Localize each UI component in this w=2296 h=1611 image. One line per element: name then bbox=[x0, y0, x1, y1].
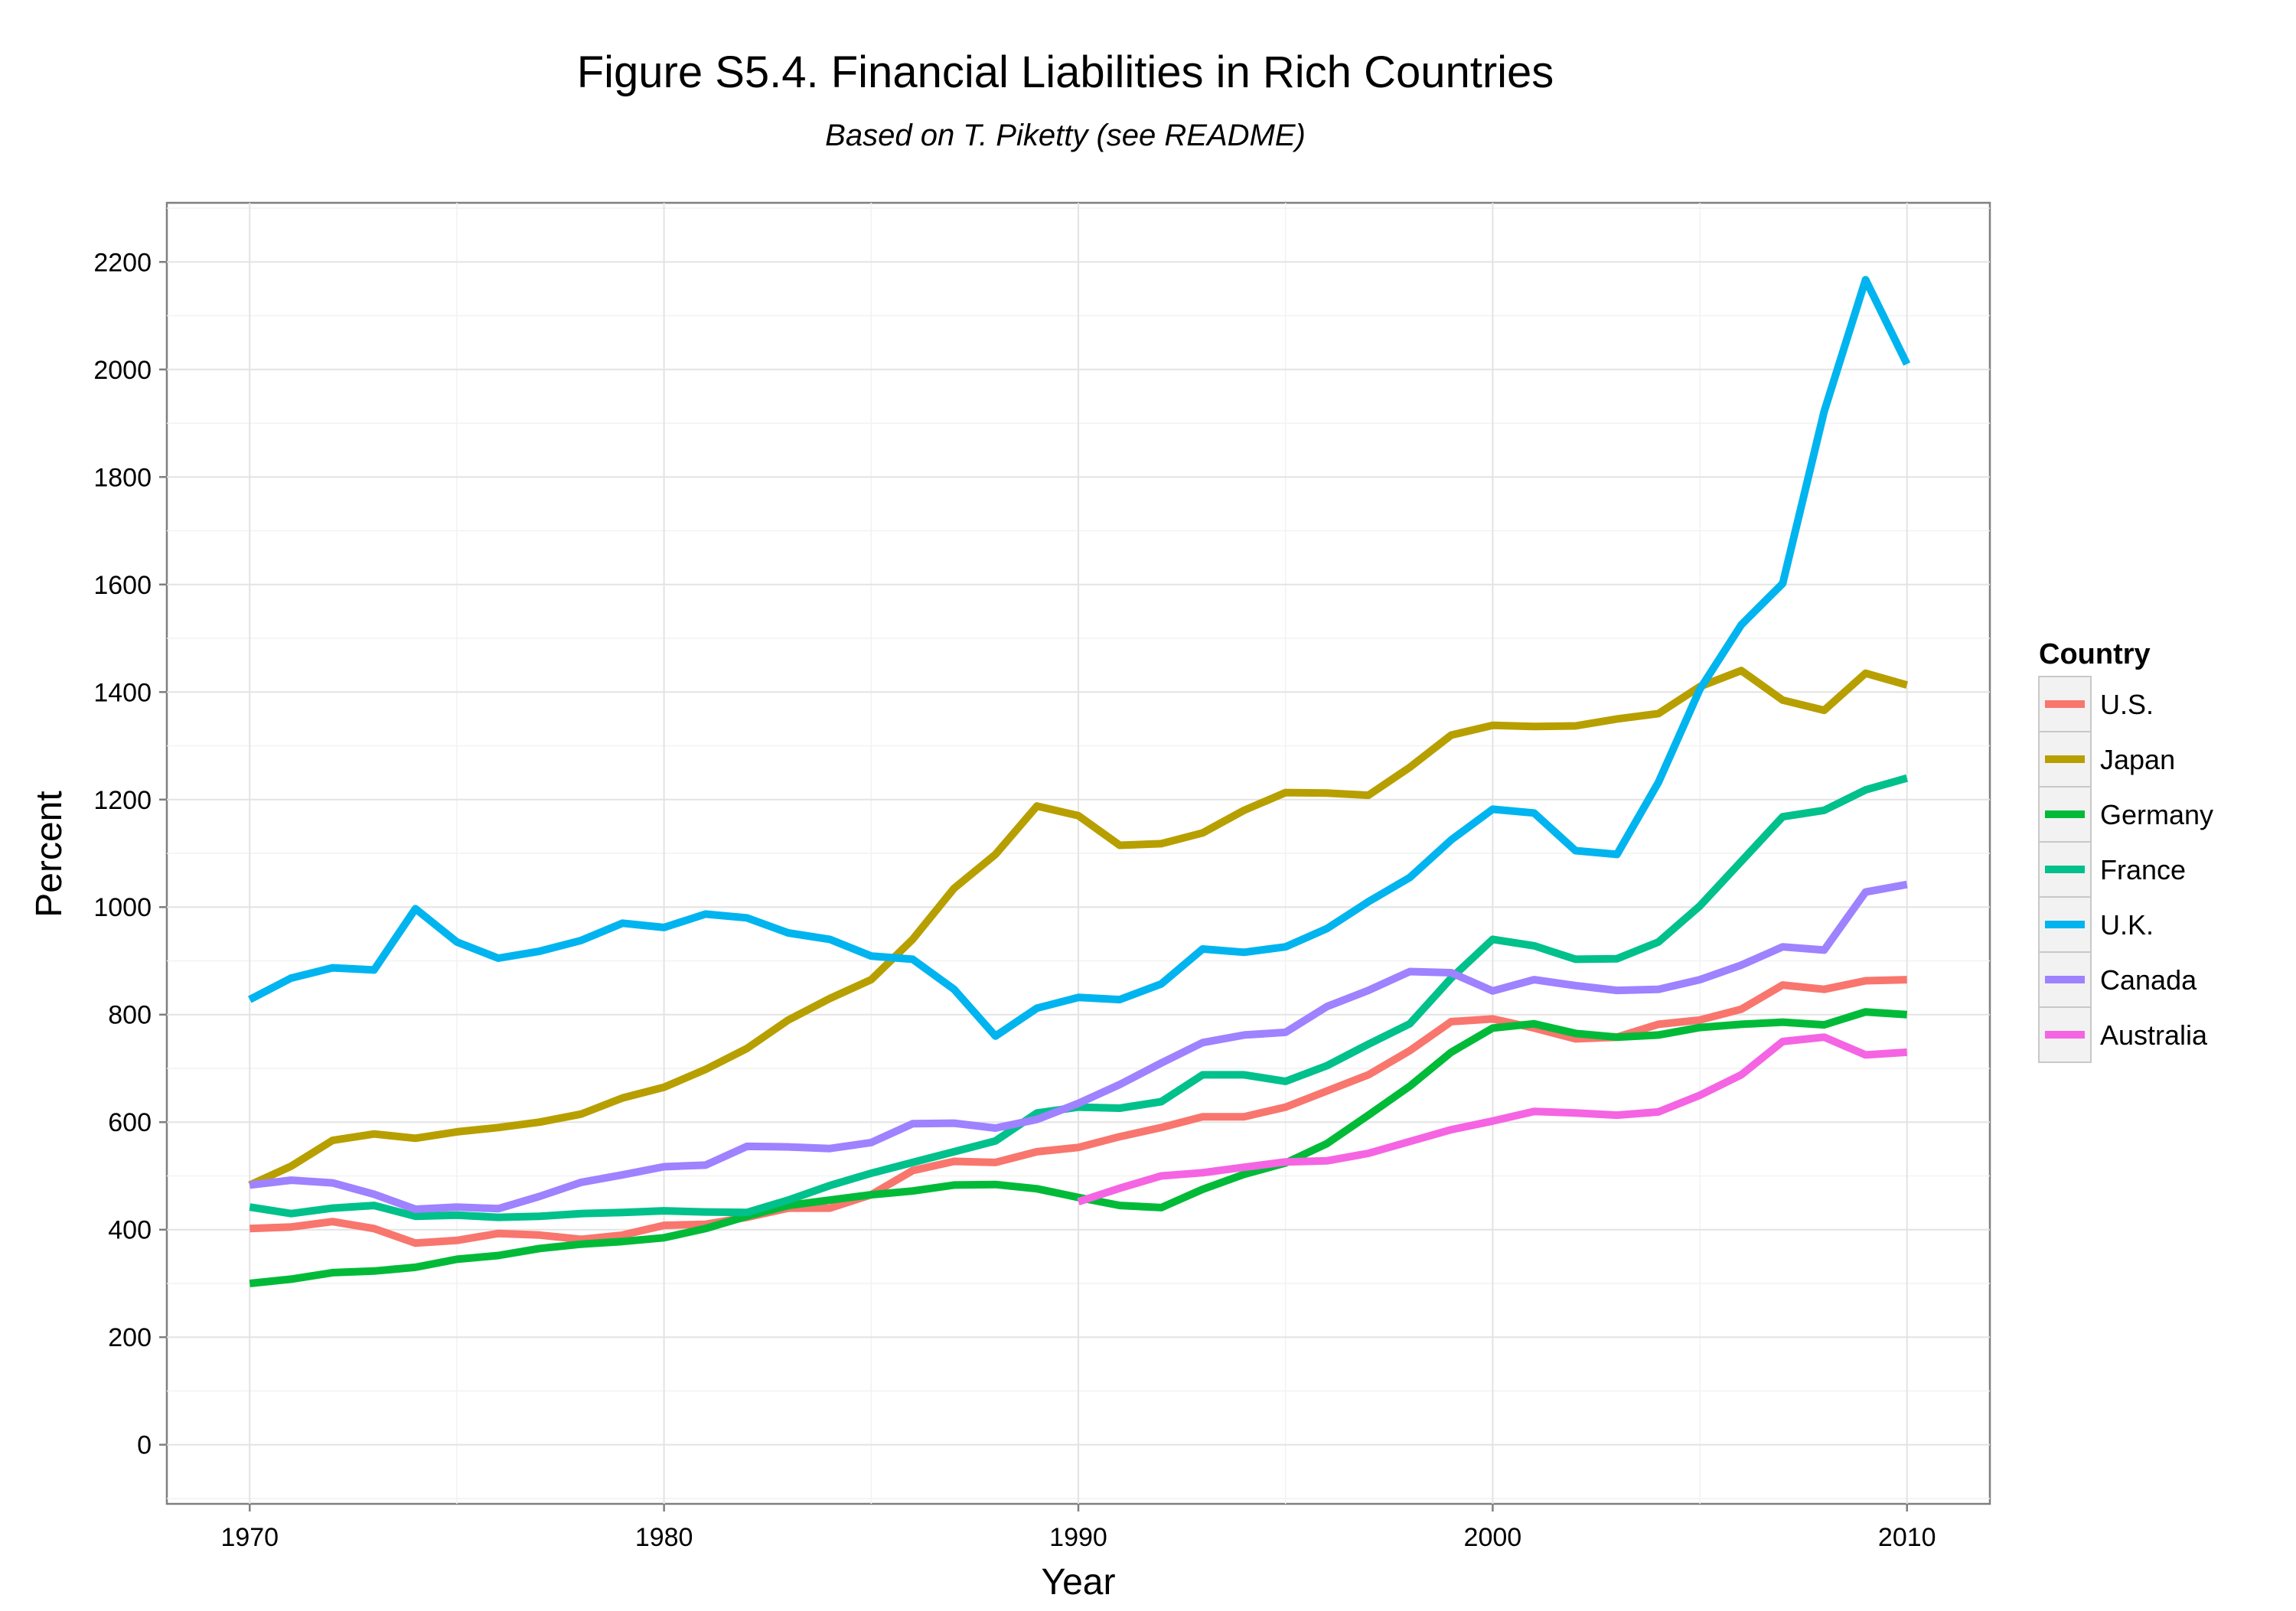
y-tick-label: 1600 bbox=[93, 571, 152, 600]
y-axis-label: Percent bbox=[29, 791, 70, 917]
legend-items: U.S. Japan Germany France U.K. Canada Australi… bbox=[2038, 676, 2213, 1063]
series-line-canada bbox=[249, 880, 1908, 1213]
x-tick-label: 1980 bbox=[635, 1523, 693, 1552]
y-tick-label: 400 bbox=[108, 1216, 152, 1245]
y-tick-label: 600 bbox=[108, 1108, 152, 1137]
grid-major bbox=[167, 203, 1990, 1504]
y-tick-label: 1400 bbox=[93, 678, 152, 707]
legend-label: Canada bbox=[2100, 964, 2197, 996]
y-tick-label: 0 bbox=[137, 1431, 152, 1460]
legend-title: Country bbox=[2039, 638, 2151, 670]
series-layer bbox=[247, 276, 1911, 1287]
legend: Country U.S. Japan Germany France U.K. Canada… bbox=[2038, 638, 2213, 1063]
legend-label: Australia bbox=[2100, 1019, 2208, 1051]
y-tick-label: 200 bbox=[108, 1323, 152, 1352]
legend-item-japan: Japan bbox=[2038, 731, 2175, 788]
series-line-australia bbox=[1077, 1033, 1908, 1205]
series-line-japan bbox=[248, 667, 1909, 1189]
legend-item-u-s: U.S. bbox=[2038, 676, 2154, 732]
x-axis-tick-labels: 1970 1980 1990 2000 2010 bbox=[220, 1523, 1936, 1552]
y-tick-label: 800 bbox=[108, 1001, 152, 1030]
legend-label: France bbox=[2100, 854, 2186, 885]
y-tick-label: 1000 bbox=[93, 893, 152, 922]
y-tick-label: 2000 bbox=[93, 356, 152, 385]
y-tick-label: 1200 bbox=[93, 786, 152, 815]
legend-label: Germany bbox=[2100, 799, 2213, 830]
x-tick-label: 1990 bbox=[1049, 1523, 1107, 1552]
legend-item-australia: Australia bbox=[2038, 1006, 2208, 1063]
legend-item-u-k: U.K. bbox=[2038, 896, 2154, 953]
axis-ticks bbox=[159, 261, 1908, 1512]
x-tick-label: 2010 bbox=[1878, 1523, 1936, 1552]
series-line-u-k bbox=[247, 276, 1911, 1040]
legend-item-france: France bbox=[2038, 841, 2186, 898]
y-axis-tick-labels: 0 200 400 600 800 1000 1200 1400 1600 1800 2000 220… bbox=[93, 248, 152, 1459]
y-tick-label: 1800 bbox=[93, 463, 152, 492]
legend-label: U.S. bbox=[2100, 689, 2154, 720]
chart-subtitle: Based on T. Piketty (see README) bbox=[825, 119, 1306, 152]
legend-item-germany: Germany bbox=[2038, 786, 2213, 843]
y-tick-label: 2200 bbox=[93, 248, 152, 277]
legend-label: U.K. bbox=[2100, 909, 2154, 941]
series-line-germany bbox=[249, 1008, 1908, 1287]
x-axis-label: Year bbox=[1042, 1562, 1116, 1603]
x-tick-label: 1970 bbox=[220, 1523, 279, 1552]
chart-title: Figure S5.4. Financial Liabilities in Ri… bbox=[577, 47, 1554, 97]
legend-label: Japan bbox=[2100, 744, 2175, 775]
legend-item-canada: Canada bbox=[2038, 951, 2197, 1008]
x-tick-label: 2000 bbox=[1464, 1523, 1522, 1552]
